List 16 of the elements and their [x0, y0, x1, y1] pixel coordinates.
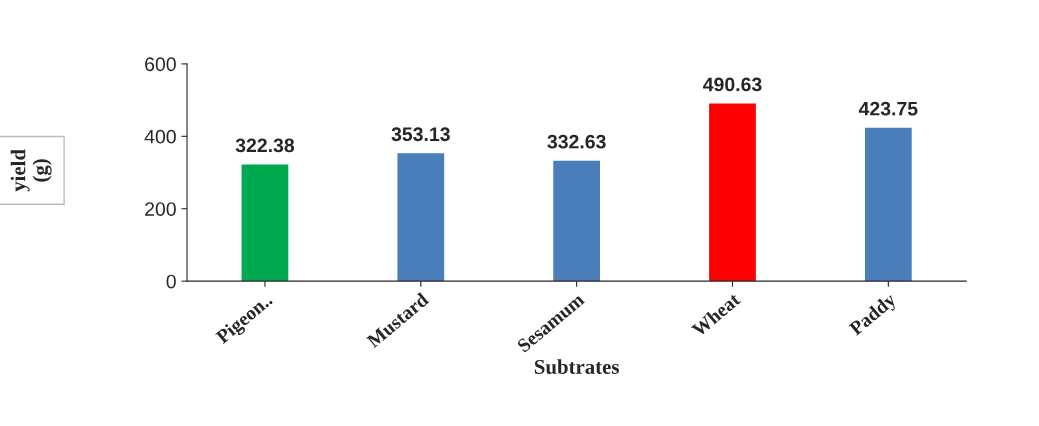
y-tick-label: 600 [145, 57, 176, 72]
bar [397, 153, 445, 282]
data-label: 490.63 [703, 77, 762, 92]
y-tick-label: 200 [145, 202, 176, 216]
x-axis-title: Subtrates [534, 359, 619, 374]
bar [864, 127, 912, 282]
y-axis-title: yield (g) [10, 149, 52, 192]
bar [553, 160, 601, 282]
y-tick-label: 0 [166, 274, 176, 289]
bar [709, 103, 756, 282]
data-label: 423.75 [858, 101, 918, 116]
data-label: 322.38 [235, 138, 295, 153]
data-label: 353.13 [391, 127, 450, 142]
bar [241, 164, 289, 282]
data-label: 332.63 [547, 134, 606, 149]
y-tick-label: 400 [144, 129, 176, 144]
